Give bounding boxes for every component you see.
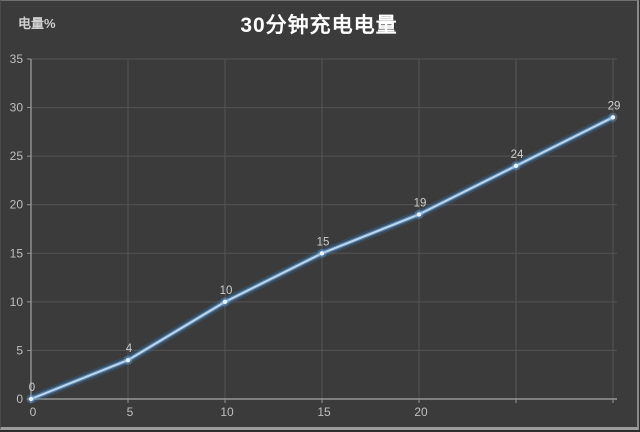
data-point — [222, 299, 228, 305]
x-tick-label: 10 — [220, 405, 234, 419]
labels: 0 5 10 15 20 25 30 35 0 5 10 15 20 0 4 10 15 19 24 29 — [10, 52, 621, 419]
y-tick-label: 25 — [10, 149, 24, 163]
x-tick-label: 0 — [30, 405, 37, 419]
chart-title: 30分钟充电电量 — [240, 14, 398, 37]
data-point-label: 4 — [126, 343, 133, 355]
data-point — [319, 251, 325, 256]
data-point — [125, 357, 131, 363]
data-series — [26, 112, 618, 404]
y-tick-label: 10 — [10, 295, 24, 309]
x-tick-label: 5 — [127, 405, 134, 419]
data-point-label: 29 — [608, 100, 621, 112]
y-tick-label: 5 — [16, 343, 23, 357]
data-point-label: 10 — [220, 285, 233, 297]
y-axis-title: 电量% — [18, 16, 56, 31]
grid-lines — [31, 58, 617, 400]
x-tick-label: 20 — [414, 405, 428, 419]
x-tick-label: 15 — [317, 405, 331, 419]
data-point — [513, 163, 519, 169]
y-tick-label: 20 — [10, 198, 24, 212]
data-point-label: 15 — [317, 236, 330, 248]
data-point-label: 0 — [29, 382, 35, 394]
data-point — [610, 115, 616, 120]
data-point-label: 19 — [414, 197, 427, 209]
line-chart: 0 5 10 15 20 25 30 35 0 5 10 15 20 0 4 10 15 19 24 29 — [10, 52, 621, 419]
data-point — [416, 212, 422, 217]
data-point — [28, 396, 34, 402]
y-tick-label: 15 — [10, 246, 24, 260]
y-tick-label: 30 — [10, 101, 24, 115]
data-point-label: 24 — [511, 149, 524, 161]
y-tick-label: 35 — [10, 52, 24, 66]
y-tick-label: 0 — [16, 392, 23, 406]
